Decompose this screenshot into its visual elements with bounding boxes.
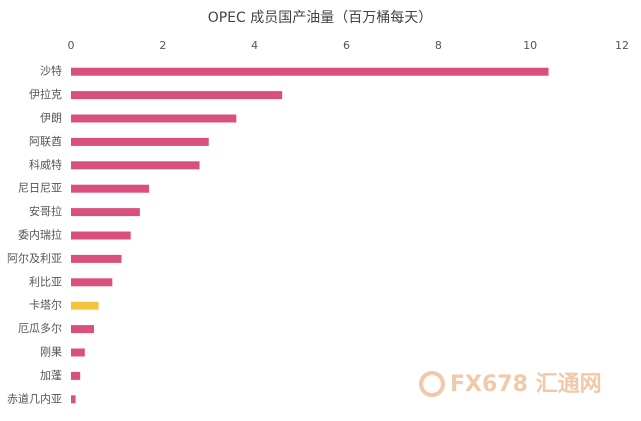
x-tick-label: 2 bbox=[159, 39, 166, 52]
bar bbox=[71, 371, 81, 380]
bar bbox=[71, 278, 113, 287]
y-tick-label: 阿尔及利亚 bbox=[7, 252, 62, 265]
x-tick-label: 8 bbox=[435, 39, 442, 52]
y-tick-label: 卡塔尔 bbox=[29, 299, 62, 312]
x-tick-label: 12 bbox=[615, 39, 629, 52]
y-tick-label: 科威特 bbox=[29, 157, 62, 171]
y-tick-label: 伊朗 bbox=[40, 112, 62, 125]
y-tick-label: 安哥拉 bbox=[29, 204, 62, 218]
bar bbox=[71, 161, 200, 170]
bar bbox=[71, 208, 140, 217]
watermark: FX678 汇通网 bbox=[450, 372, 602, 397]
y-tick-label: 委内瑞拉 bbox=[18, 228, 62, 242]
chart-title: OPEC 成员国产油量（百万桶每天） bbox=[208, 10, 433, 26]
bar bbox=[71, 137, 209, 146]
bar bbox=[71, 395, 76, 404]
watermark-logo bbox=[419, 371, 445, 397]
bar bbox=[71, 184, 150, 193]
y-tick-label: 利比亚 bbox=[29, 275, 62, 288]
y-tick-label: 伊拉克 bbox=[29, 87, 62, 101]
x-tick-label: 0 bbox=[68, 39, 75, 52]
x-tick-label: 6 bbox=[343, 39, 350, 52]
y-tick-label: 厄瓜多尔 bbox=[18, 321, 62, 335]
y-tick-label: 沙特 bbox=[40, 64, 62, 78]
bar bbox=[71, 325, 94, 334]
y-tick-label: 刚果 bbox=[40, 346, 62, 359]
x-tick-label: 4 bbox=[251, 39, 258, 52]
bar bbox=[71, 114, 237, 123]
bar bbox=[71, 301, 99, 310]
bar bbox=[71, 348, 85, 357]
bar bbox=[71, 254, 122, 263]
x-tick-label: 10 bbox=[523, 39, 537, 52]
y-tick-label: 尼日尼亚 bbox=[18, 182, 62, 195]
y-tick-label: 阿联酋 bbox=[29, 134, 62, 148]
bar bbox=[71, 67, 549, 76]
y-tick-label: 加蓬 bbox=[40, 369, 62, 382]
bar bbox=[71, 231, 131, 240]
y-tick-label: 赤道几内亚 bbox=[7, 391, 62, 405]
bar bbox=[71, 91, 283, 100]
